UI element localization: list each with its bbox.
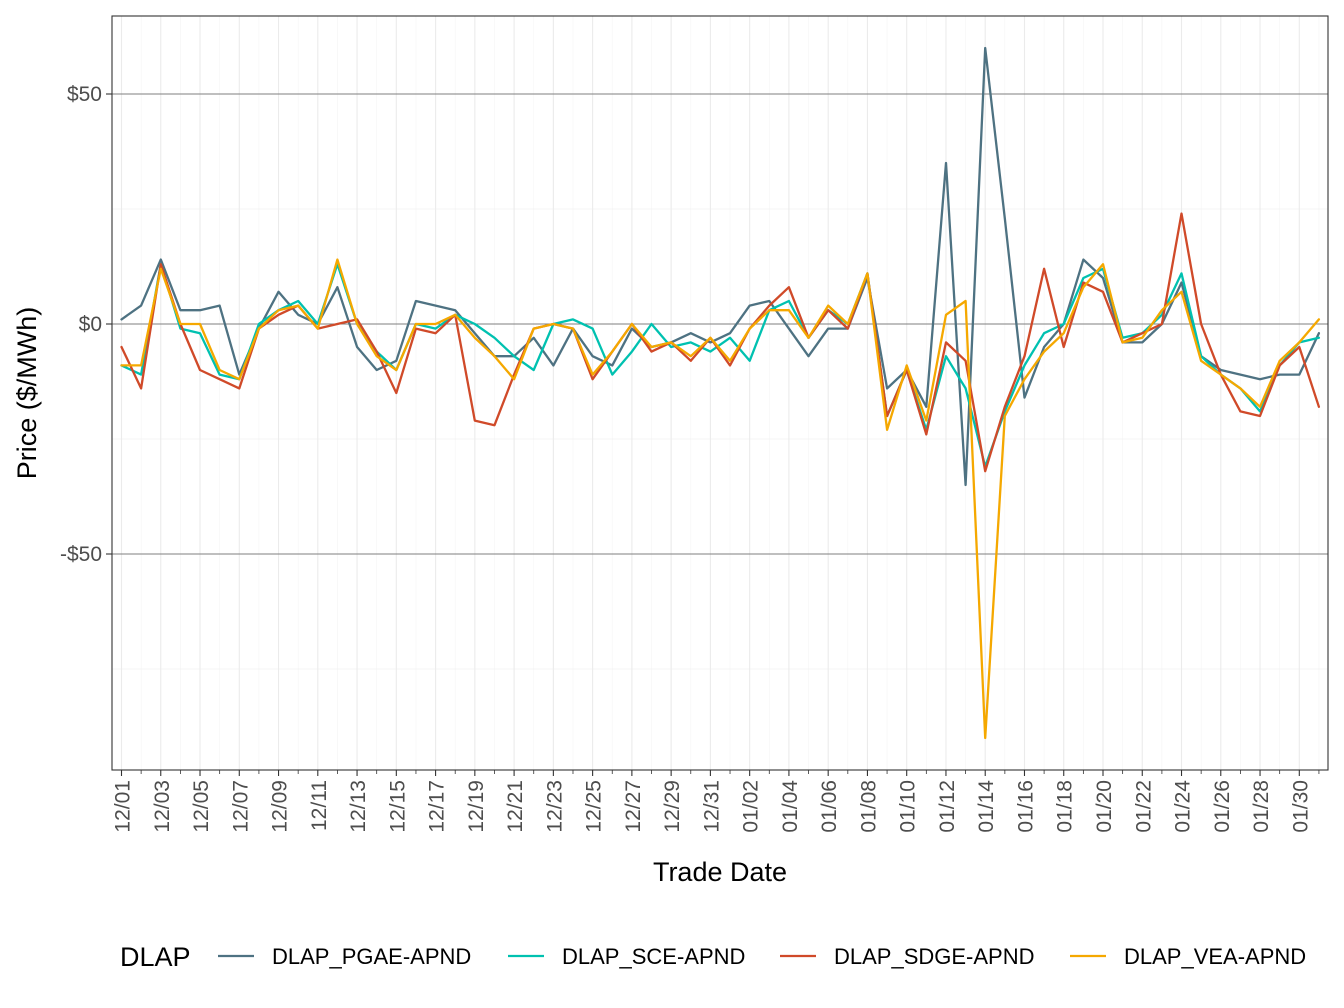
x-tick-label: 01/10 (897, 780, 920, 833)
x-tick-label: 12/17 (426, 780, 449, 833)
x-tick-label: 01/24 (1172, 780, 1195, 833)
legend-label: DLAP_SCE-APND (562, 944, 745, 969)
x-tick-label: 01/12 (936, 780, 959, 833)
x-tick-label: 12/09 (269, 780, 292, 833)
y-tick-label: -$50 (60, 543, 102, 566)
x-tick-label: 01/30 (1289, 780, 1312, 833)
y-axis-title: Price ($/MWh) (12, 307, 42, 480)
legend-item: DLAP_VEA-APND (1070, 944, 1306, 969)
series-line-dlap-vea-apnd (120, 258, 1321, 740)
x-tick-label: 01/02 (740, 780, 763, 833)
x-tick-label: 12/05 (190, 780, 213, 833)
x-tick-label: 12/11 (308, 780, 331, 831)
x-tick-label: 01/26 (1211, 780, 1234, 833)
x-tick-label: 12/25 (583, 780, 606, 833)
x-tick-label: 12/31 (700, 780, 723, 833)
legend-label: DLAP_VEA-APND (1124, 944, 1306, 969)
x-tick-label: 01/28 (1250, 780, 1273, 833)
x-tick-label: 12/29 (661, 780, 684, 833)
x-tick-label: 01/06 (818, 780, 841, 833)
legend-label: DLAP_SDGE-APND (834, 944, 1035, 969)
x-tick-label: 12/01 (112, 780, 135, 833)
x-tick-label: 12/23 (543, 780, 566, 833)
y-tick-label: $0 (79, 313, 102, 336)
legend-title: DLAP (120, 942, 191, 972)
legend-label: DLAP_PGAE-APND (272, 944, 471, 969)
x-tick-label: 01/08 (857, 780, 880, 833)
x-tick-label: 01/04 (779, 780, 802, 833)
legend-item: DLAP_SCE-APND (508, 944, 745, 969)
x-tick-label: 12/19 (465, 780, 488, 833)
x-tick-label: 12/27 (622, 780, 645, 833)
x-axis-ticks: 12/01 12/03 12/05 12/07 12/09 12/11 12/13 12/15… (112, 770, 1320, 833)
x-tick-label: 12/03 (151, 780, 174, 833)
legend-item: DLAP_PGAE-APND (218, 944, 471, 969)
legend: DLAP DLAP_PGAE-APND DLAP_SCE-APND DLAP_SDG… (120, 942, 1306, 972)
series-lines (120, 46, 1321, 740)
x-tick-label: 12/07 (229, 780, 252, 833)
x-tick-label: 01/14 (975, 780, 998, 833)
x-tick-label: 01/16 (1014, 780, 1037, 833)
x-tick-label: 01/18 (1054, 780, 1077, 833)
y-axis-ticks: $50 $0 -$50 (60, 83, 112, 566)
x-tick-label: 01/20 (1093, 780, 1116, 833)
legend-item: DLAP_SDGE-APND (780, 944, 1035, 969)
plot-panel-border (111, 15, 1329, 771)
major-gridlines (112, 16, 1328, 770)
y-tick-label: $50 (67, 83, 102, 106)
x-tick-label: 12/21 (504, 780, 527, 833)
x-tick-label: 12/13 (347, 780, 370, 833)
x-tick-label: 12/15 (386, 780, 409, 833)
x-axis-title: Trade Date (653, 857, 787, 887)
x-tick-label: 01/22 (1132, 780, 1155, 833)
